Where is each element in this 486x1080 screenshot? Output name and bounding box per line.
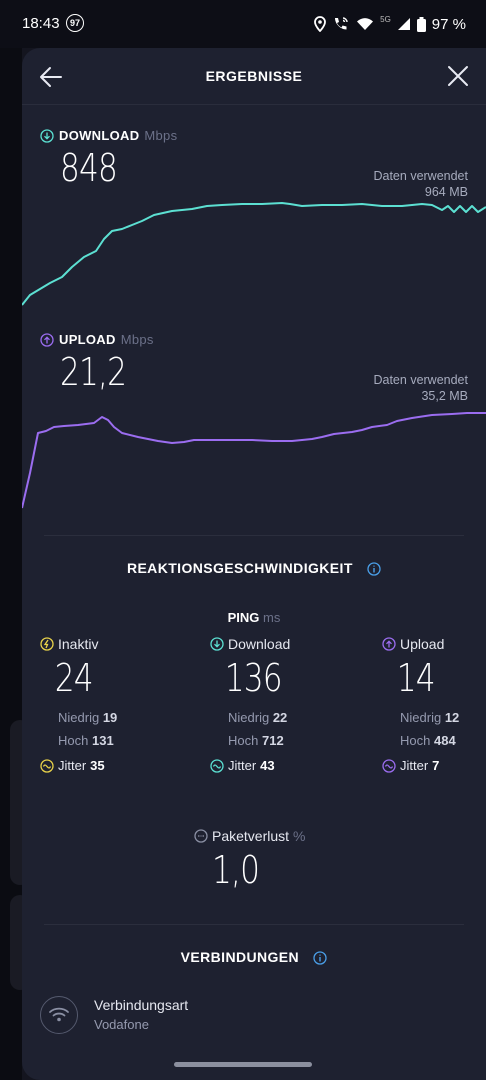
ping-download: Download 136 Niedrig 22 Hoch 712 Jitter …	[210, 636, 350, 773]
packet-loss-icon	[194, 829, 208, 843]
upload-speed-line	[22, 412, 486, 509]
ping-upload-value: 14	[396, 656, 436, 700]
download-speed-line	[22, 202, 486, 306]
packet-loss-title: Paketverlust	[212, 828, 290, 844]
ping-download-jitter: Jitter 43	[210, 758, 350, 773]
ping-download-label: Download	[210, 636, 350, 652]
ping-label: PING	[227, 610, 260, 625]
ping-idle-label: Inaktiv	[40, 636, 180, 652]
ping-download-high: Hoch 712	[228, 733, 284, 748]
download-speed-graph	[22, 202, 486, 306]
ping-upload-jitter: Jitter 7	[382, 758, 486, 773]
upload-data-used-label: Daten verwendet	[373, 373, 468, 387]
status-bar: 18:43 97 5G 97 %	[0, 0, 486, 48]
connections-title-text: VERBINDUNGEN	[180, 949, 300, 965]
responsiveness-title-text: REAKTIONSGESCHWINDIGKEIT	[126, 560, 353, 576]
packet-loss-value: 1,0	[212, 848, 260, 892]
upload-data-used: Daten verwendet 35,2 MB	[373, 372, 468, 404]
jitter-icon	[40, 758, 54, 773]
divider	[44, 924, 464, 925]
ping-idle: Inaktiv 24 Niedrig 19 Hoch 131 Jitter 35	[40, 636, 180, 773]
arrow-left-icon[interactable]	[38, 64, 64, 90]
upload-arrow-icon	[382, 637, 396, 651]
home-indicator[interactable]	[174, 1062, 312, 1067]
download-label: DOWNLOAD Mbps	[40, 128, 177, 143]
ping-idle-title: Inaktiv	[58, 636, 99, 652]
jitter-icon	[210, 758, 224, 773]
ping-idle-high: Hoch 131	[58, 733, 114, 748]
ping-upload-title: Upload	[400, 636, 445, 652]
network-type: 5G	[380, 14, 391, 24]
battery-icon	[416, 16, 426, 32]
notification-badge: 97	[66, 14, 84, 32]
results-sheet: ERGEBNISSE DOWNLOAD Mbps 848 Daten verwe…	[22, 48, 486, 1080]
upload-data-used-value: 35,2 MB	[421, 389, 468, 403]
close-icon[interactable]	[446, 64, 470, 88]
cell-signal-icon	[397, 18, 410, 30]
download-title: DOWNLOAD	[59, 128, 140, 143]
responsiveness-title: REAKTIONSGESCHWINDIGKEIT	[22, 560, 486, 576]
ping-download-low: Niedrig 22	[228, 710, 288, 725]
packet-loss-unit: %	[293, 828, 306, 844]
upload-unit: Mbps	[120, 332, 154, 347]
upload-value: 21,2	[60, 350, 127, 394]
ping-title: PING ms	[22, 610, 486, 625]
upload-title: UPLOAD	[59, 332, 116, 347]
jitter-icon	[382, 758, 396, 773]
ping-idle-jitter: Jitter 35	[40, 758, 180, 773]
ping-upload-high: Hoch 484	[400, 733, 456, 748]
wifi-calling-icon	[335, 17, 348, 30]
ping-idle-value: 24	[54, 656, 94, 700]
download-arrow-icon	[210, 637, 224, 651]
download-unit: Mbps	[144, 128, 178, 143]
upload-speed-graph	[22, 412, 486, 509]
status-icons: 5G 97 %	[314, 14, 466, 34]
status-time: 18:43	[22, 15, 60, 32]
packet-loss-label: Paketverlust %	[194, 828, 306, 844]
connection-provider: Vodafone	[94, 1017, 149, 1032]
battery-percent: 97 %	[431, 15, 466, 33]
download-data-used: Daten verwendet 964 MB	[373, 168, 468, 200]
download-value: 848	[60, 146, 118, 190]
upload-label: UPLOAD Mbps	[40, 332, 154, 347]
connection-type-label: Verbindungsart	[94, 997, 189, 1013]
ping-upload-low: Niedrig 12	[400, 710, 460, 725]
ping-unit: ms	[263, 610, 281, 625]
download-arrow-icon	[40, 128, 54, 143]
lightning-icon	[40, 637, 54, 651]
ping-download-value: 136	[224, 656, 283, 700]
page-title: ERGEBNISSE	[205, 68, 303, 84]
header: ERGEBNISSE	[22, 48, 486, 105]
info-icon[interactable]	[367, 562, 381, 576]
info-icon[interactable]	[313, 951, 327, 965]
divider	[44, 535, 464, 536]
ping-idle-low: Niedrig 19	[58, 710, 118, 725]
wifi-icon	[357, 18, 374, 30]
download-data-used-label: Daten verwendet	[373, 169, 468, 183]
wifi-icon	[40, 996, 78, 1034]
ping-download-title: Download	[228, 636, 291, 652]
location-icon	[314, 16, 327, 32]
ping-upload: Upload 14 Niedrig 12 Hoch 484 Jitter 7	[382, 636, 486, 773]
download-data-used-value: 964 MB	[424, 185, 468, 199]
ping-upload-label: Upload	[382, 636, 486, 652]
connections-title: VERBINDUNGEN	[22, 949, 486, 965]
upload-arrow-icon	[40, 332, 54, 347]
